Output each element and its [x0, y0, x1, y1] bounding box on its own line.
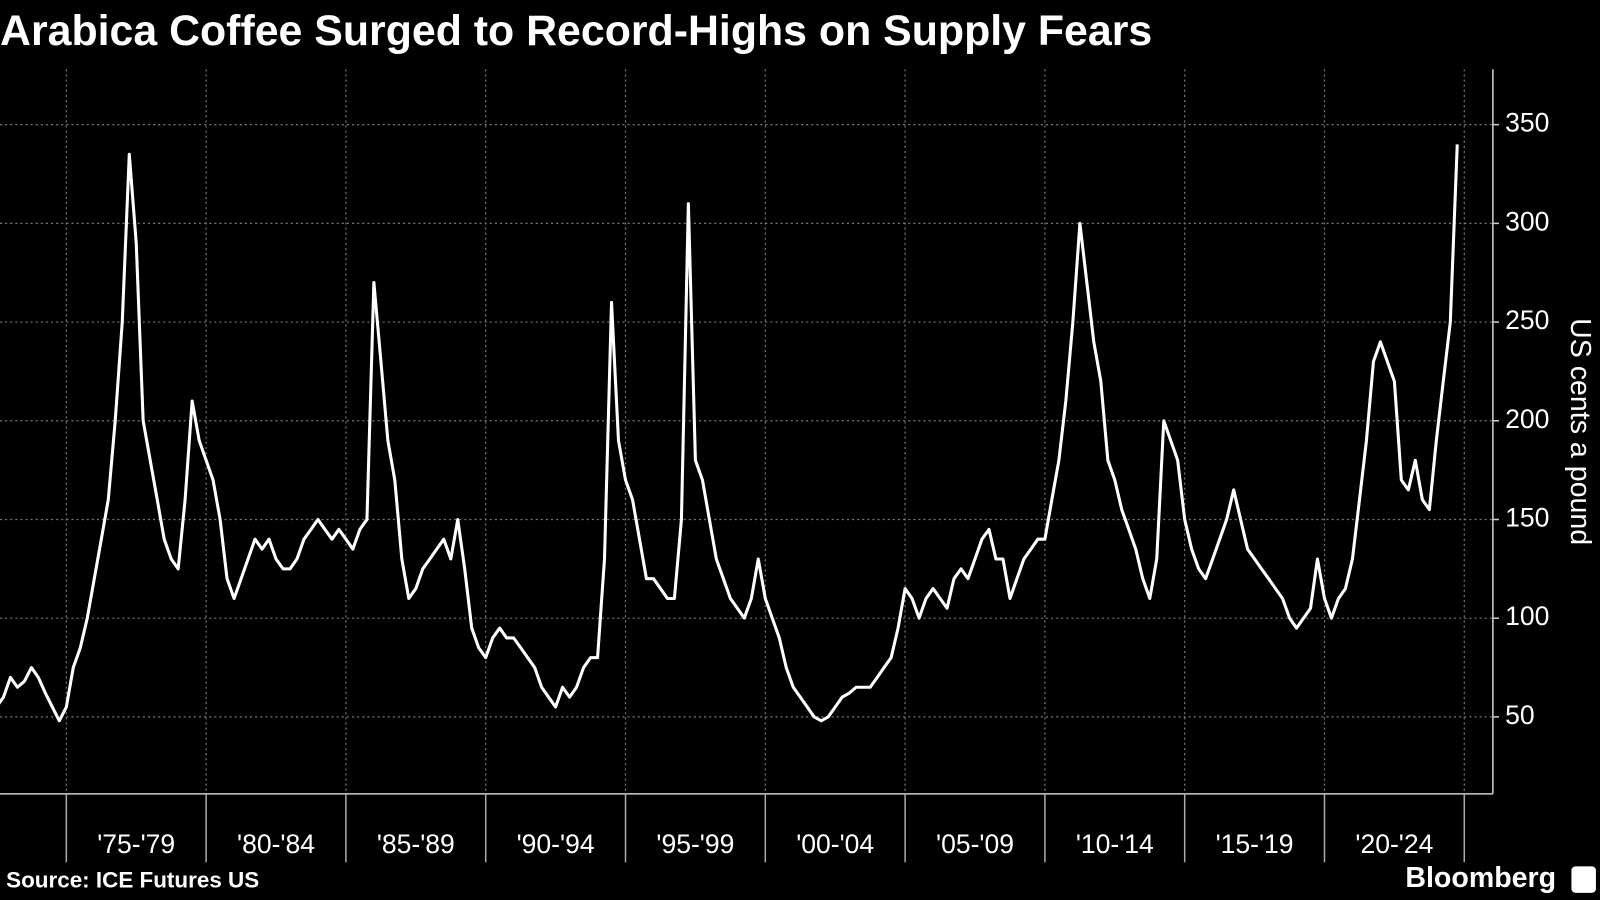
y-tick-label: 250 — [1505, 305, 1549, 335]
chart-title: Arabica Coffee Surged to Record-Highs on… — [0, 7, 1152, 55]
source: Source: ICE Futures US — [6, 868, 259, 893]
brand: Bloomberg — [1405, 862, 1556, 894]
y-tick-label: 100 — [1505, 601, 1549, 631]
y-axis-label: US cents a pound — [1564, 318, 1596, 545]
y-tick-label: 150 — [1505, 502, 1549, 532]
x-tick-label: '80-'84 — [237, 829, 315, 859]
x-tick-label: '00-'04 — [796, 829, 874, 859]
x-tick-label: '20-'24 — [1355, 829, 1433, 859]
y-tick-label: 200 — [1505, 404, 1549, 434]
x-tick-label: '85-'89 — [377, 829, 455, 859]
x-tick-label: '10-'14 — [1076, 829, 1154, 859]
y-tick-label: 350 — [1505, 108, 1549, 138]
y-tick-label: 300 — [1505, 206, 1549, 236]
brand-icon — [1571, 866, 1596, 893]
x-tick-label: '15-'19 — [1216, 829, 1294, 859]
x-tick-label: '75-'79 — [97, 829, 175, 859]
price-line — [0, 144, 1459, 723]
x-tick-label: '05-'09 — [936, 829, 1014, 859]
x-tick-label: '90-'94 — [517, 829, 595, 859]
x-tick-label: '95-'99 — [656, 829, 734, 859]
y-tick-label: 50 — [1505, 700, 1535, 730]
